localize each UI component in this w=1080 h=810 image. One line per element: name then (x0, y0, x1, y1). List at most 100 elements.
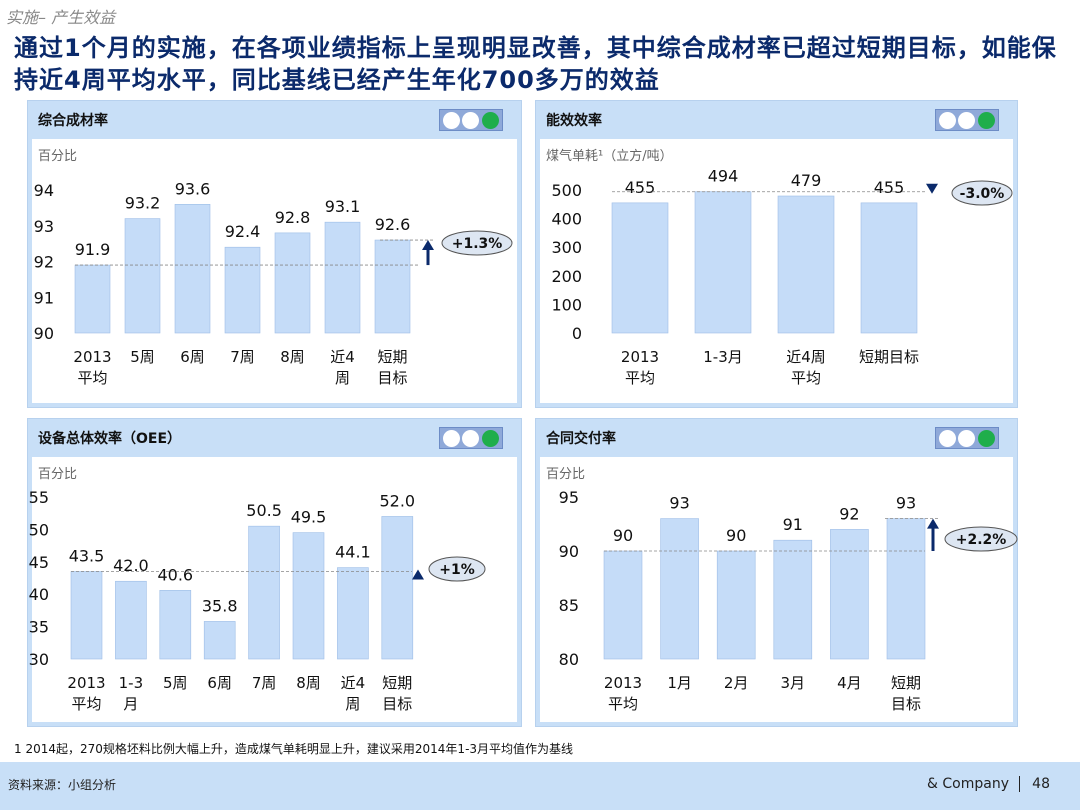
footer: 资料来源：小组分析 & Company 48 (0, 762, 1080, 810)
data-label: 93 (669, 494, 689, 513)
x-tick-label: 近4 (341, 674, 366, 692)
data-label: 91 (783, 515, 803, 534)
panel-title: 能效效率 (546, 113, 602, 129)
x-tick-label: 6周 (207, 674, 232, 692)
arrow-up-icon (422, 240, 434, 251)
bar (74, 264, 111, 334)
status-lights-icon (439, 109, 503, 131)
y-tick-label: 55 (29, 488, 49, 507)
data-label: 91.9 (75, 240, 111, 259)
callout-bubble (428, 556, 486, 582)
bar (174, 204, 211, 334)
unit-label: 煤气单耗¹（立方/吨） (546, 149, 673, 164)
status-lights-icon (439, 427, 503, 449)
x-tick-label: 短期 (382, 674, 412, 692)
y-tick-label: 400 (551, 210, 582, 229)
callout-bubble (944, 526, 1018, 552)
x-tick-label: 8周 (280, 348, 305, 366)
data-label: 479 (791, 171, 822, 190)
x-tick-label: 7周 (252, 674, 277, 692)
y-tick-label: 40 (29, 585, 49, 604)
y-tick-label: 92 (34, 253, 54, 272)
source-note: 资料来源：小组分析 (8, 778, 117, 792)
x-tick-label: 5周 (130, 348, 155, 366)
arrow-up-icon (927, 518, 939, 529)
unit-label: 百分比 (546, 467, 586, 482)
y-tick-label: 94 (34, 181, 54, 200)
x-tick-label: 平均 (77, 369, 107, 387)
x-tick-label: 目标 (377, 369, 407, 387)
callout-bubble (441, 230, 513, 256)
data-label: 93.1 (325, 197, 361, 216)
page-number: 48 (1032, 776, 1050, 792)
bar (115, 580, 147, 660)
x-tick-label: 6周 (180, 348, 205, 366)
bar (716, 550, 756, 660)
data-label: 90 (726, 526, 746, 545)
y-tick-label: 50 (29, 520, 49, 539)
bar (337, 567, 369, 660)
unit-label: 百分比 (38, 467, 78, 482)
bar (374, 239, 411, 334)
data-label: 92.6 (375, 215, 411, 234)
x-tick-label: 目标 (382, 695, 412, 713)
data-label: 49.5 (291, 508, 327, 527)
y-tick-label: 85 (559, 596, 579, 615)
y-tick-label: 30 (29, 650, 49, 669)
panel-yield: 综合成材率 百分比 (27, 100, 522, 408)
headline: 通过1个月的实施，在各项业绩指标上呈现明显改善，其中综合成材率已超过短期目标，如… (14, 34, 1057, 94)
bar (660, 518, 699, 660)
x-tick-label: 短期 (891, 674, 921, 692)
bar (324, 221, 361, 334)
panel-title: 合同交付率 (546, 431, 616, 447)
data-label: 92 (839, 504, 859, 523)
bar (70, 571, 103, 660)
y-tick-label: 500 (551, 181, 582, 200)
bar (611, 202, 669, 334)
y-tick-label: 300 (551, 238, 582, 257)
x-tick-label: 1-3月 (703, 348, 743, 366)
y-tick-label: 100 (551, 295, 582, 314)
bar (381, 516, 414, 660)
data-label: 52.0 (379, 491, 415, 510)
data-label: 93.6 (175, 179, 211, 198)
x-tick-label: 短期 (377, 348, 407, 366)
data-label: 42.0 (113, 556, 149, 575)
x-tick-label: 5周 (163, 674, 188, 692)
data-label: 92.8 (275, 208, 311, 227)
bar (777, 195, 835, 334)
bar (292, 532, 325, 660)
bar (694, 191, 752, 334)
bar (124, 218, 161, 334)
x-tick-label: 周 (335, 369, 350, 387)
x-tick-label: 3月 (781, 674, 806, 692)
x-tick-label: 周 (345, 695, 360, 713)
unit-label: 百分比 (38, 149, 78, 164)
y-tick-label: 91 (34, 288, 54, 307)
y-tick-label: 95 (559, 488, 579, 507)
bar (830, 529, 869, 660)
y-tick-label: 90 (34, 324, 54, 343)
x-tick-label: 2013 (73, 348, 111, 366)
x-tick-label: 平均 (608, 695, 638, 713)
x-tick-label: 近4 (330, 348, 355, 366)
x-tick-label: 2013 (67, 674, 105, 692)
x-tick-label: 7周 (230, 348, 255, 366)
x-tick-label: 平均 (625, 369, 655, 387)
x-tick-label: 目标 (891, 695, 921, 713)
panel-title: 设备总体效率（OEE） (38, 431, 182, 447)
callout-bubble (951, 180, 1013, 206)
bar (159, 590, 192, 660)
bar (274, 232, 311, 334)
callout-label: +2.2% (956, 532, 1007, 548)
y-tick-label: 0 (572, 324, 582, 343)
x-tick-label: 4月 (837, 674, 862, 692)
data-label: 455 (874, 178, 905, 197)
x-tick-label: 月 (123, 695, 138, 713)
y-tick-label: 35 (29, 618, 49, 637)
x-tick-label: 2013 (604, 674, 642, 692)
x-tick-label: 2013 (621, 348, 659, 366)
company-name: & Company (927, 776, 1020, 792)
x-tick-label: 近4周 (786, 348, 826, 366)
